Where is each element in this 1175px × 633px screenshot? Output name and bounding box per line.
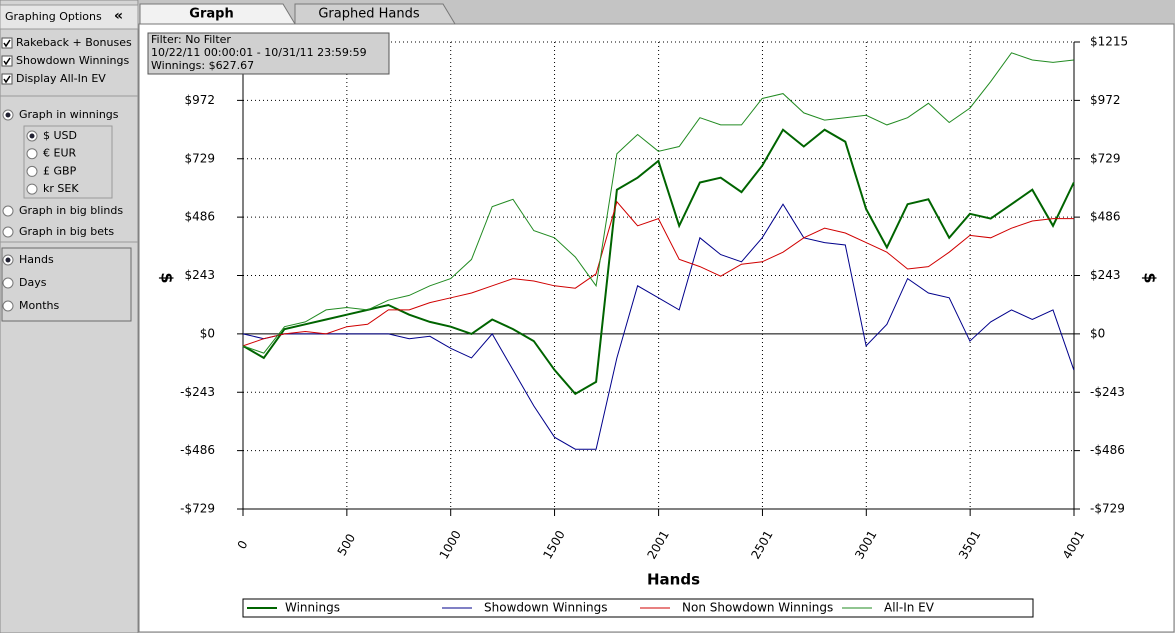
checkbox-label: Rakeback + Bonuses [16,36,132,49]
radio[interactable] [2,226,14,238]
y2-tick-label: -$729 [1090,502,1125,516]
y-tick-label: $729 [184,151,215,165]
y2-tick-label: $243 [1090,268,1121,282]
series-line [242,128,1075,396]
sidebar [0,0,139,633]
legend-label: All-In EV [884,601,935,615]
series-line [242,200,1074,347]
radio-label: Days [19,276,47,289]
y2-tick-label: $972 [1090,93,1121,107]
tab-label: Graph [189,7,233,22]
y-tick-label: -$729 [180,502,215,516]
radio-dot [29,133,35,139]
y-tick-label: -$243 [180,385,215,399]
checkbox-label: Showdown Winnings [16,54,130,67]
check-mark [3,57,11,66]
radio-label: € EUR [43,147,76,160]
y-axis-label: $ [158,272,177,283]
radio-label: kr SEK [43,182,79,195]
legend-label: Non Showdown Winnings [682,601,833,615]
y2-tick-label: $729 [1090,151,1121,165]
y-tick-label: $0 [200,326,215,340]
filter-box [147,32,390,75]
y2-tick-label: -$243 [1090,385,1125,399]
y2-tick-label: $0 [1090,326,1105,340]
radio-label: £ GBP [43,164,77,177]
radio[interactable] [2,300,14,312]
tab-label: Graphed Hands [318,7,419,22]
y2-tick-label: -$486 [1090,443,1125,457]
y-tick-label: $243 [184,268,215,282]
radio-dot [5,257,11,263]
checkbox[interactable] [1,55,13,67]
radio-label: Months [19,299,59,312]
y2-axis-label: $ [1141,272,1160,283]
y-tick-label: $486 [184,210,215,224]
y2-tick-label: $486 [1090,210,1121,224]
radio[interactable] [26,165,38,177]
tab[interactable] [294,3,456,25]
checkbox[interactable] [1,73,13,85]
tab[interactable] [139,3,296,25]
y-tick-label: $972 [184,93,215,107]
filter-line: 10/22/11 00:00:01 - 10/31/11 23:59:59 [151,46,367,59]
x-mode-group [1,247,132,322]
sidebar-title: Graphing Options [5,10,102,23]
radio-label: Hands [19,253,54,266]
radio-label: Graph in big blinds [19,204,123,217]
x-axis-label: Hands [647,571,700,589]
checkbox[interactable] [1,37,13,49]
legend [242,598,1034,618]
filter-line: Winnings: $627.67 [151,59,254,72]
series-line [242,203,1075,450]
radio[interactable] [26,148,38,160]
filter-line: Filter: No Filter [151,33,231,46]
tab-strip [139,0,1175,24]
series-line [242,52,1074,354]
check-mark [3,39,11,48]
legend-label: Showdown Winnings [484,601,608,615]
check-mark [3,75,11,84]
y2-tick-label: $1215 [1090,35,1128,49]
currency-group [23,125,113,199]
graph-panel [138,23,1175,633]
sidebar-header [0,4,139,30]
collapse-button[interactable]: « [114,8,123,24]
radio-label: Graph in big bets [19,225,114,238]
radio[interactable] [2,205,14,217]
radio[interactable] [2,277,14,289]
legend-label: Winnings [285,601,340,615]
y-tick-label: -$486 [180,443,215,457]
checkbox-label: Display All-In EV [16,72,106,85]
radio-label: $ USD [43,129,77,142]
radio-label: Graph in winnings [19,108,119,121]
radio-dot [5,112,11,118]
radio[interactable] [26,183,38,195]
